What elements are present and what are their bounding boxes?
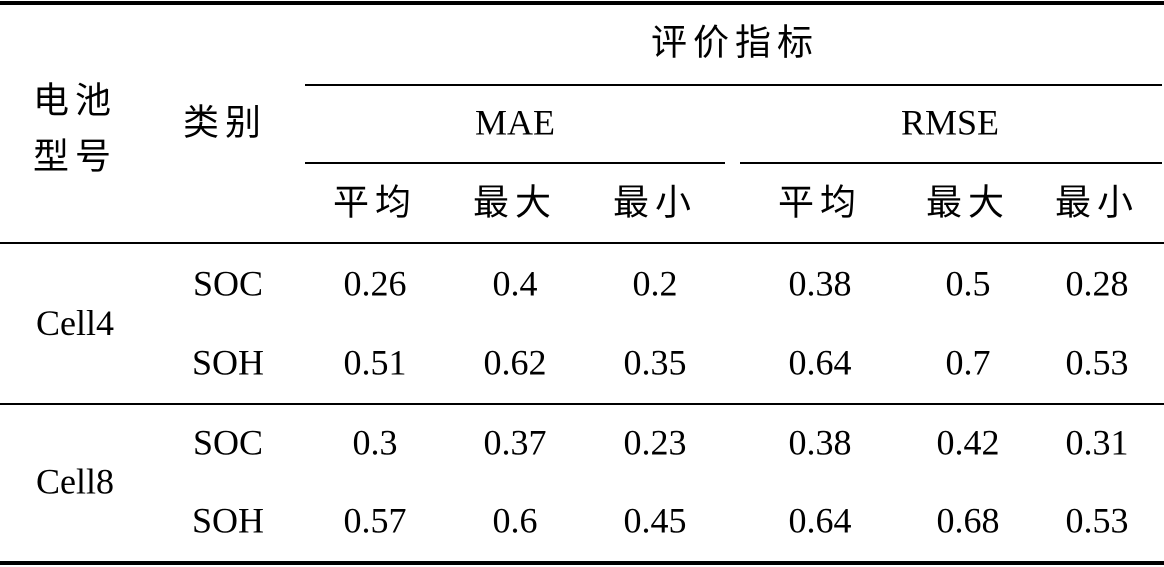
category-label: SOH (192, 500, 264, 540)
cell-value: 0.7 (946, 342, 991, 382)
category-label: SOC (193, 263, 263, 303)
metric-group: MAE (475, 102, 555, 142)
cell-value: 0.57 (344, 500, 407, 540)
cell-value: 0.68 (937, 500, 1000, 540)
stat-header: 最小 (613, 182, 697, 222)
cell-value: 0.38 (789, 263, 852, 303)
cell-value: 0.28 (1066, 263, 1129, 303)
cell-value: 0.53 (1066, 342, 1129, 382)
battery-label: Cell8 (36, 461, 114, 501)
metrics-header: 评价指标 (651, 22, 819, 62)
cell-value: 0.35 (624, 342, 687, 382)
cell-value: 0.42 (937, 422, 1000, 462)
cell-value: 0.45 (624, 500, 687, 540)
stat-header: 平均 (778, 182, 862, 222)
stat-header: 最小 (1055, 182, 1139, 222)
cell-value: 0.51 (344, 342, 407, 382)
cell-value: 0.62 (484, 342, 547, 382)
category-header: 类别 (183, 102, 267, 142)
cell-value: 0.31 (1066, 422, 1129, 462)
cell-value: 0.37 (484, 422, 547, 462)
metric-group: RMSE (901, 102, 999, 142)
category-label: SOC (193, 422, 263, 462)
cell-value: 0.4 (493, 263, 538, 303)
battery-label: Cell4 (36, 303, 114, 343)
cell-value: 0.26 (344, 263, 407, 303)
cell-value: 0.3 (353, 422, 398, 462)
cell-value: 0.64 (789, 342, 852, 382)
stat-header: 最大 (473, 182, 557, 222)
cell-value: 0.6 (493, 500, 538, 540)
stat-header: 平均 (333, 182, 417, 222)
battery-header: 电池 (33, 80, 117, 120)
category-label: SOH (192, 342, 264, 382)
cell-value: 0.2 (633, 263, 678, 303)
cell-value: 0.53 (1066, 500, 1129, 540)
cell-value: 0.5 (946, 263, 991, 303)
stat-header: 最大 (926, 182, 1010, 222)
cell-value: 0.38 (789, 422, 852, 462)
cell-value: 0.23 (624, 422, 687, 462)
battery-header: 型号 (33, 136, 117, 176)
cell-value: 0.64 (789, 500, 852, 540)
